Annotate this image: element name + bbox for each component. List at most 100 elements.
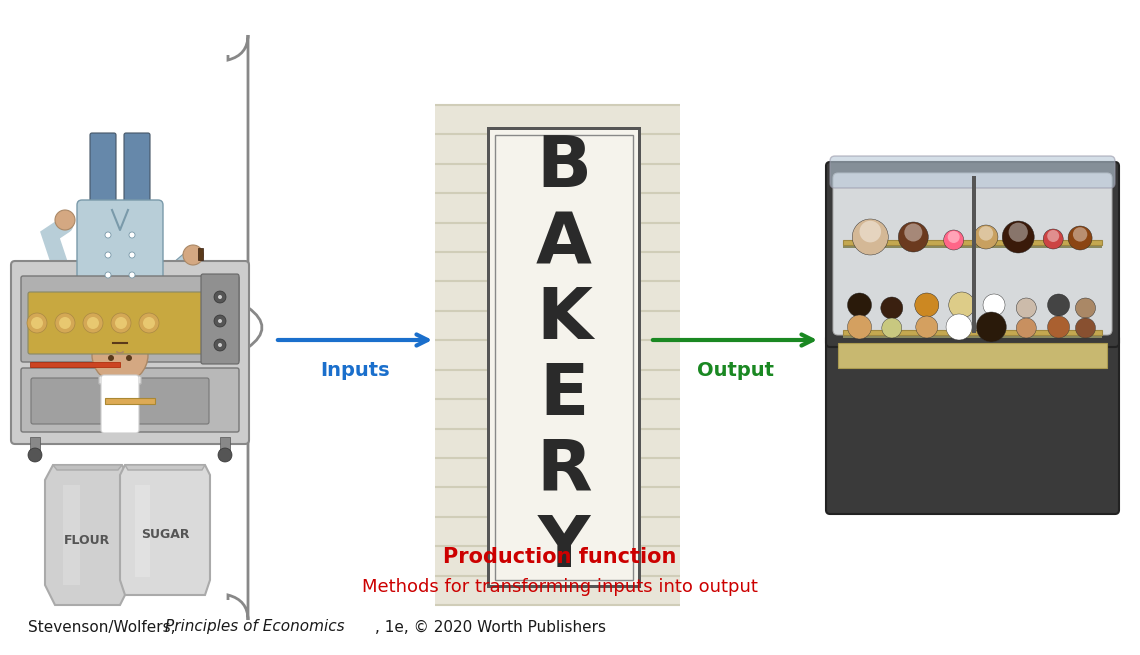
Text: Output: Output (697, 360, 774, 379)
Text: Production function: Production function (443, 547, 677, 567)
Circle shape (83, 313, 103, 333)
Bar (105, 398, 155, 404)
Circle shape (881, 297, 903, 319)
Text: A: A (536, 209, 592, 278)
Text: SUGAR: SUGAR (140, 529, 189, 542)
Text: Principles of Economics: Principles of Economics (165, 620, 344, 635)
Circle shape (915, 316, 938, 338)
Text: K: K (536, 285, 592, 354)
Circle shape (105, 252, 111, 258)
Circle shape (92, 327, 148, 383)
Polygon shape (63, 485, 80, 585)
Circle shape (974, 225, 998, 249)
Bar (112, 322, 128, 340)
Circle shape (214, 339, 226, 351)
Circle shape (1075, 318, 1096, 338)
Text: FLOUR: FLOUR (64, 534, 111, 546)
Circle shape (129, 232, 135, 238)
Circle shape (55, 210, 75, 230)
Bar (487, 127, 641, 588)
Bar (220, 437, 230, 455)
Circle shape (214, 291, 226, 303)
Circle shape (947, 231, 960, 243)
Bar (490, 130, 638, 585)
Circle shape (129, 252, 135, 258)
Circle shape (1048, 316, 1069, 338)
Circle shape (31, 317, 43, 329)
Bar (842, 245, 1102, 248)
Circle shape (1068, 226, 1092, 250)
Circle shape (218, 295, 222, 299)
Circle shape (1043, 229, 1064, 249)
Circle shape (882, 318, 902, 338)
FancyArrow shape (154, 250, 197, 290)
Circle shape (55, 313, 75, 333)
FancyBboxPatch shape (830, 156, 1115, 188)
Circle shape (59, 317, 71, 329)
Circle shape (853, 219, 888, 255)
Circle shape (1009, 223, 1028, 242)
Polygon shape (125, 465, 205, 470)
Circle shape (976, 312, 1007, 342)
Circle shape (1073, 227, 1088, 242)
Bar (842, 240, 1102, 245)
Text: Y: Y (538, 513, 591, 582)
Text: Inputs: Inputs (320, 360, 390, 379)
Bar (838, 343, 1107, 368)
Bar (972, 176, 976, 333)
Circle shape (914, 293, 938, 317)
Circle shape (218, 448, 233, 462)
Circle shape (184, 245, 203, 265)
Circle shape (111, 313, 131, 333)
Circle shape (27, 313, 47, 333)
Text: B: B (537, 134, 592, 202)
FancyBboxPatch shape (11, 261, 249, 444)
Circle shape (946, 314, 972, 340)
Circle shape (904, 223, 922, 242)
Circle shape (214, 315, 226, 327)
Circle shape (1016, 298, 1036, 318)
Circle shape (105, 232, 111, 238)
Circle shape (1048, 294, 1069, 316)
Polygon shape (52, 465, 122, 470)
FancyBboxPatch shape (99, 376, 141, 384)
FancyBboxPatch shape (826, 334, 1119, 514)
FancyBboxPatch shape (101, 375, 139, 433)
FancyBboxPatch shape (28, 292, 212, 354)
Circle shape (129, 272, 135, 278)
Bar (842, 330, 1102, 335)
Bar (435, 105, 679, 605)
FancyBboxPatch shape (78, 200, 163, 330)
Circle shape (218, 343, 222, 347)
Circle shape (944, 230, 963, 250)
Text: Stevenson/Wolfers,: Stevenson/Wolfers, (28, 620, 180, 635)
Circle shape (87, 317, 99, 329)
Bar (30, 437, 40, 455)
Text: R: R (536, 437, 592, 506)
Circle shape (1002, 221, 1034, 253)
Bar (495, 135, 633, 580)
FancyBboxPatch shape (21, 276, 239, 362)
Circle shape (142, 317, 155, 329)
Circle shape (847, 293, 871, 317)
Bar (198, 248, 203, 260)
Circle shape (115, 317, 127, 329)
Circle shape (105, 272, 111, 278)
Circle shape (139, 313, 158, 333)
Polygon shape (120, 465, 210, 595)
FancyBboxPatch shape (124, 133, 150, 217)
Text: E: E (539, 361, 588, 430)
Circle shape (1075, 298, 1096, 318)
FancyBboxPatch shape (826, 162, 1119, 347)
FancyBboxPatch shape (21, 368, 239, 432)
Circle shape (898, 222, 928, 252)
Bar (30, 362, 120, 367)
Polygon shape (135, 485, 150, 577)
Circle shape (983, 294, 1005, 316)
FancyBboxPatch shape (31, 378, 209, 424)
Circle shape (847, 315, 871, 339)
Circle shape (1048, 230, 1059, 242)
Circle shape (948, 292, 975, 318)
Circle shape (28, 448, 42, 462)
Circle shape (860, 221, 881, 242)
